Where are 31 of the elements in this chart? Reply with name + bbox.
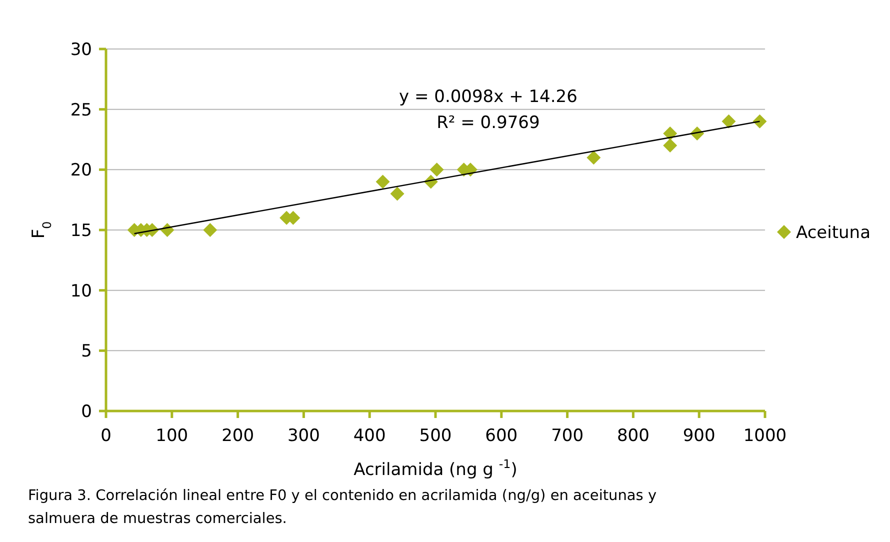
x-tick-label: 800 [616, 426, 650, 446]
x-tick-label: 200 [222, 426, 254, 446]
y-tick-label: 20 [70, 160, 92, 181]
point [203, 223, 218, 237]
annotation: y = 0.0098x + 14.26 [399, 87, 578, 107]
y-tick-label: 5 [81, 342, 92, 362]
x-tick-label: 700 [551, 426, 584, 446]
point [752, 114, 767, 128]
point [586, 150, 601, 165]
point [430, 162, 444, 177]
x-tick-label: 500 [419, 426, 452, 446]
x-tick-label: 0 [100, 426, 112, 446]
x-tick-label: 1000 [743, 426, 787, 446]
text: Figura 3. Correlación lineal entre F0 y el contenido en acrilamida (ng/g) en aceitunas y salmuera de muestras comerciales. [28, 488, 657, 527]
x-tick-label: 100 [156, 426, 188, 446]
point [722, 114, 736, 128]
y-tick-label: 0 [81, 402, 92, 422]
annotation: R² = 0.9769 [436, 113, 540, 133]
x-tick-label: 900 [682, 426, 716, 446]
x-axis-title: Acrilamida (ng g $^{-1}$) [354, 457, 518, 480]
point [663, 138, 678, 153]
x-tick-label: 600 [485, 426, 518, 446]
y-tick-label: 15 [70, 220, 92, 241]
x-tick-label: 300 [287, 426, 320, 446]
y-tick-label: 10 [70, 281, 92, 302]
y-tick-label: 30 [70, 40, 92, 60]
legend-label: Aceituna [796, 222, 870, 243]
y-tick-label: 25 [70, 100, 92, 120]
point [390, 186, 404, 201]
point [376, 174, 390, 189]
x-tick-label: 400 [353, 426, 386, 446]
